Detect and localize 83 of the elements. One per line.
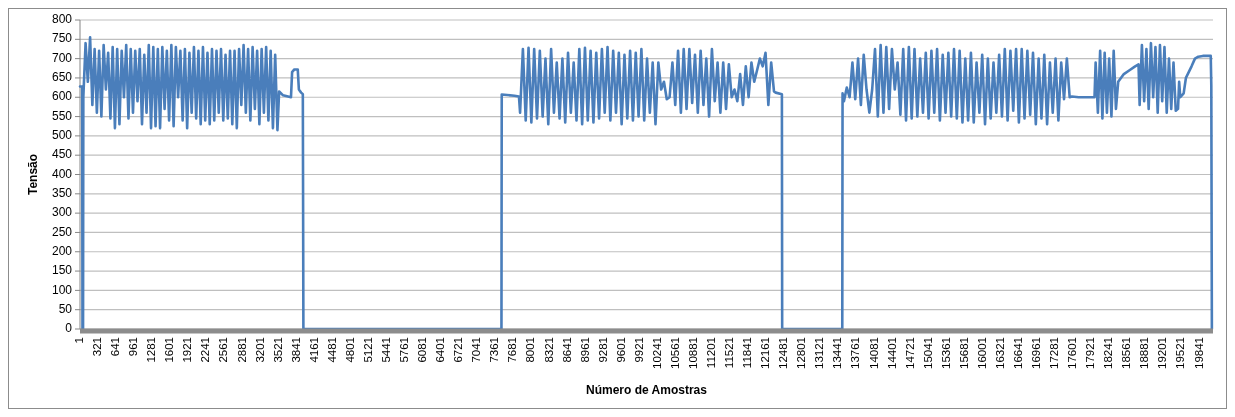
x-tick-label: 7681	[506, 337, 519, 363]
x-tick-label: 16961	[1030, 337, 1043, 369]
x-tick-label: 6721	[452, 337, 465, 363]
x-tick-label: 19841	[1192, 337, 1205, 369]
x-tick-label: 13761	[849, 337, 862, 369]
x-tick-label: 19521	[1174, 337, 1187, 369]
x-tick-label: 641	[109, 337, 122, 357]
y-tick-label: 200	[51, 243, 73, 258]
x-tick-label: 14401	[885, 337, 898, 369]
y-tick-label: 650	[51, 70, 73, 85]
x-tick-label: 2881	[235, 337, 248, 363]
x-tick-label: 9921	[632, 337, 645, 363]
x-tick-label: 3201	[253, 337, 266, 363]
x-tick-label: 11521	[723, 337, 736, 369]
y-tick-label: 300	[51, 205, 73, 220]
x-tick-label: 10561	[668, 337, 681, 369]
x-tick-label: 1601	[163, 337, 176, 363]
x-tick-label: 17281	[1048, 337, 1061, 369]
y-tick-label: 150	[51, 263, 73, 278]
x-tick-label: 5761	[398, 337, 411, 363]
x-tick-label: 12801	[795, 337, 808, 369]
x-tick-label: 961	[127, 337, 140, 357]
x-tick-label: 15681	[957, 337, 970, 369]
x-tick-label: 14081	[867, 337, 880, 369]
x-tick-label: 3841	[289, 337, 302, 363]
x-tick-label: 2241	[199, 337, 212, 363]
x-tick-label: 5441	[379, 337, 392, 363]
y-tick-label: 800	[51, 12, 73, 27]
x-tick-label: 1	[73, 337, 86, 344]
x-tick-label: 4801	[343, 337, 356, 363]
y-axis-title: Tensão	[26, 153, 41, 196]
x-tick-label: 11841	[741, 337, 754, 369]
x-tick-label: 8001	[524, 337, 537, 363]
y-tick-label: 400	[51, 166, 73, 181]
x-tick-label: 19201	[1156, 337, 1169, 369]
x-tick-label: 18881	[1138, 337, 1151, 369]
y-tick-label: 750	[51, 31, 73, 46]
line-series	[78, 36, 1214, 331]
x-tick-label: 14721	[903, 337, 916, 369]
x-tick-label: 17921	[1084, 337, 1097, 369]
x-tick-label: 13441	[831, 337, 844, 369]
y-tick-label: 0	[65, 321, 73, 336]
y-tick-label: 700	[51, 50, 73, 65]
x-tick-label: 9281	[596, 337, 609, 363]
x-tick-label: 8961	[578, 337, 591, 363]
y-tick-label: 350	[51, 185, 73, 200]
x-tick-label: 9601	[614, 337, 627, 363]
x-tick-label: 15361	[939, 337, 952, 369]
y-tick-label: 500	[51, 128, 73, 143]
x-tick-label: 11201	[705, 337, 718, 369]
x-tick-label: 16001	[975, 337, 988, 369]
x-tick-label: 8321	[542, 337, 555, 363]
x-tick-label: 10241	[650, 337, 663, 369]
x-tick-label: 4161	[307, 337, 320, 363]
x-tick-label: 17601	[1066, 337, 1079, 369]
x-tick-label: 1921	[181, 337, 194, 363]
y-tick-label: 600	[51, 89, 73, 104]
x-tick-label: 16641	[1011, 337, 1024, 369]
x-tick-label: 3521	[271, 337, 284, 363]
x-tick-label: 8641	[560, 337, 573, 363]
x-tick-label: 18561	[1120, 337, 1133, 369]
x-tick-label: 321	[91, 337, 104, 357]
x-tick-label: 7041	[470, 337, 483, 363]
y-tick-label: 450	[51, 147, 73, 162]
y-tick-label: 550	[51, 108, 73, 123]
y-tick-label: 100	[51, 282, 73, 297]
x-tick-label: 16321	[993, 337, 1006, 369]
x-tick-label: 13121	[813, 337, 826, 369]
x-tick-label: 2561	[217, 337, 230, 363]
x-tick-label: 4481	[325, 337, 338, 363]
x-tick-label: 18241	[1102, 337, 1115, 369]
x-tick-label: 5121	[361, 337, 374, 363]
x-tick-label: 12161	[759, 337, 772, 369]
x-tick-label: 15041	[921, 337, 934, 369]
x-tick-label: 1281	[145, 337, 158, 363]
x-tick-label: 7361	[488, 337, 501, 363]
x-axis-title: Número de Amostras	[586, 383, 708, 397]
x-tick-label: 10881	[686, 337, 699, 369]
x-tick-label: 12481	[777, 337, 790, 369]
y-tick-label: 50	[58, 301, 73, 316]
x-tick-label: 6081	[416, 337, 429, 363]
x-tick-label: 6401	[434, 337, 447, 363]
y-tick-label: 250	[51, 224, 73, 239]
